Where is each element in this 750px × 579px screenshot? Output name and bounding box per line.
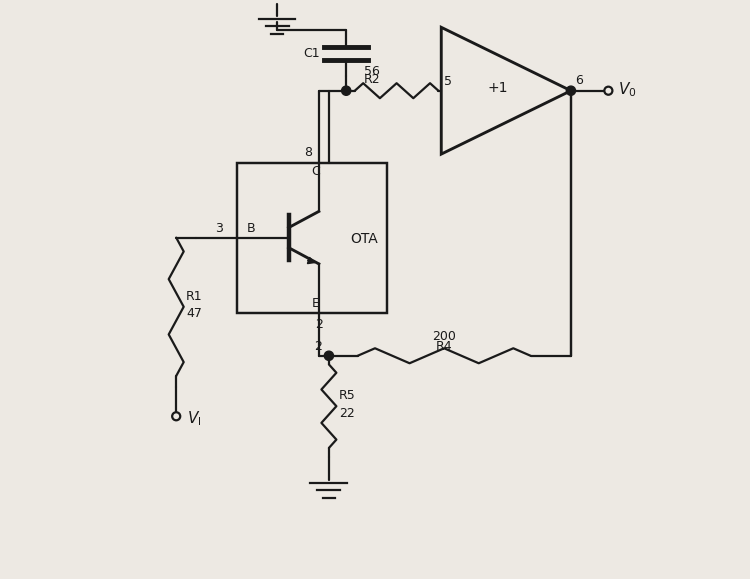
Text: OTA: OTA [350, 232, 378, 247]
Text: +1: +1 [488, 81, 508, 95]
Text: C: C [311, 166, 320, 178]
Text: 3: 3 [214, 222, 223, 235]
Text: $V_{\mathrm{I}}$: $V_{\mathrm{I}}$ [187, 410, 201, 428]
Text: R2: R2 [364, 73, 380, 86]
Text: 200: 200 [432, 329, 456, 343]
Text: 5: 5 [444, 75, 452, 88]
Text: R1: R1 [186, 290, 202, 303]
Text: $V_0$: $V_0$ [618, 80, 637, 99]
Text: 56: 56 [364, 65, 380, 78]
Text: 47: 47 [186, 307, 202, 320]
Text: R5: R5 [339, 389, 356, 402]
Bar [237, 163, 386, 313]
Text: 2: 2 [314, 340, 322, 353]
Text: 22: 22 [339, 406, 355, 420]
Text: 2: 2 [315, 318, 323, 331]
Text: R4: R4 [436, 340, 452, 353]
Circle shape [566, 86, 575, 96]
Text: C1: C1 [304, 47, 320, 60]
Text: B: B [247, 222, 256, 235]
Text: 8: 8 [304, 146, 313, 159]
Text: E: E [312, 297, 320, 310]
Text: 6: 6 [575, 74, 584, 87]
Circle shape [341, 86, 351, 96]
Circle shape [324, 351, 334, 360]
